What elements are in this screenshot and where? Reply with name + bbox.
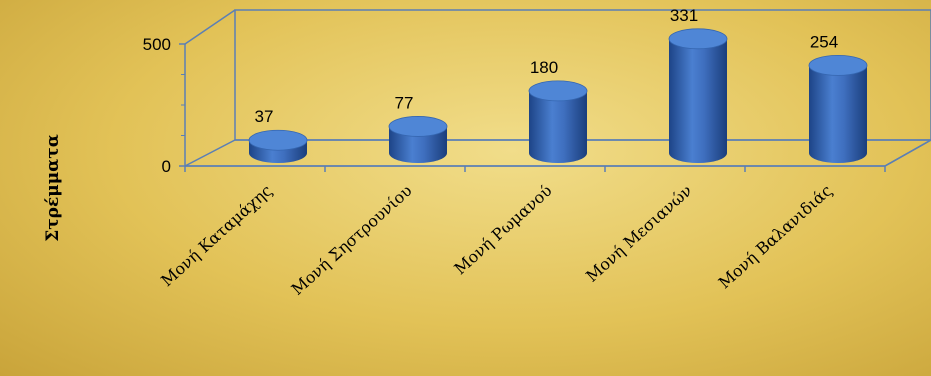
- category-label: Μονή Βαλανιδιάς: [715, 181, 836, 293]
- floor-right-edge: [884, 139, 931, 167]
- category-label: Μονή Μεσιανών: [582, 181, 695, 286]
- data-labels: 37 77 180 331 254: [255, 6, 839, 126]
- category-label: Μονή Ρωμανού: [450, 181, 555, 278]
- bar-cylinder: [528, 80, 588, 163]
- bar-top: [668, 28, 728, 50]
- data-label: 254: [810, 32, 838, 51]
- category-labels: Μονή Καταμάχης Μονή Σηστρουνίου Μονή Ρωμαν…: [157, 181, 835, 299]
- bar-body: [809, 65, 867, 163]
- bar-top: [388, 116, 448, 137]
- data-label: 37: [255, 107, 274, 126]
- bar-body: [389, 126, 447, 163]
- x-axis-ticks: [184, 166, 886, 172]
- bar-top: [808, 54, 868, 76]
- chart-frame: [184, 9, 931, 167]
- category-label: Μονή Σηστρουνίου: [288, 181, 416, 299]
- bar-cylinder: [388, 116, 448, 163]
- y-tick-label: 500: [143, 35, 171, 54]
- data-label: 77: [395, 93, 414, 112]
- y-tick-label: 0: [162, 157, 171, 176]
- bar-cylinder: [668, 28, 728, 163]
- y-axis-title: Στρέμματα: [43, 134, 63, 242]
- side-wall-top: [184, 9, 236, 45]
- bar-body: [529, 90, 587, 163]
- bar-top: [528, 80, 588, 102]
- back-wall: [234, 9, 931, 141]
- bar-top: [248, 129, 308, 151]
- y-axis-ticks: 0 500: [143, 35, 185, 176]
- data-label: 331: [670, 6, 698, 25]
- bars-group: [248, 28, 868, 163]
- bar-cylinder: [808, 54, 868, 163]
- category-label: Μονή Καταμάχης: [157, 181, 275, 290]
- data-label: 180: [530, 58, 558, 77]
- bar-cylinder: [248, 129, 308, 163]
- bar-body: [669, 38, 727, 163]
